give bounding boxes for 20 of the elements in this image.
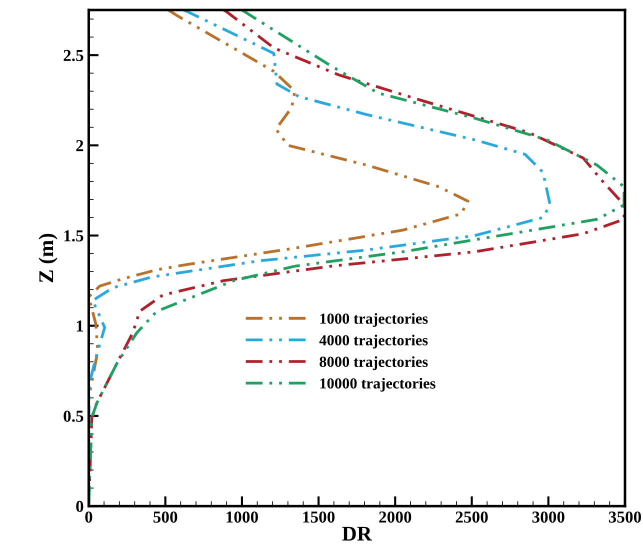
x-tick-label: 0 xyxy=(85,511,92,523)
legend-label: 4000 trajectories xyxy=(319,334,428,349)
x-tick-label: 3000 xyxy=(532,511,564,523)
x-tick-label: 1000 xyxy=(226,511,258,523)
x-tick-label: 3500 xyxy=(608,511,642,523)
legend-label: 10000 trajectories xyxy=(320,378,436,392)
x-tick-label: 2500 xyxy=(456,511,488,523)
x-tick-label: 500 xyxy=(154,511,178,523)
y-tick-label: 1 xyxy=(76,320,84,332)
legend-label: 1000 trajectories xyxy=(320,313,428,327)
x-tick-label: 2000 xyxy=(379,511,412,523)
y-axis-title: Z (m) xyxy=(38,234,58,282)
y-tick-label: 0.5 xyxy=(64,410,84,422)
y-tick-label: 2.5 xyxy=(64,50,84,62)
x-axis-title: DR xyxy=(342,526,372,541)
y-tick-label: 0 xyxy=(76,500,84,512)
y-tick-label: 1.5 xyxy=(64,230,84,242)
y-tick-label: 2 xyxy=(76,140,84,152)
legend-label: 8000 trajectories xyxy=(320,356,428,370)
x-tick-label: 1500 xyxy=(303,511,335,523)
